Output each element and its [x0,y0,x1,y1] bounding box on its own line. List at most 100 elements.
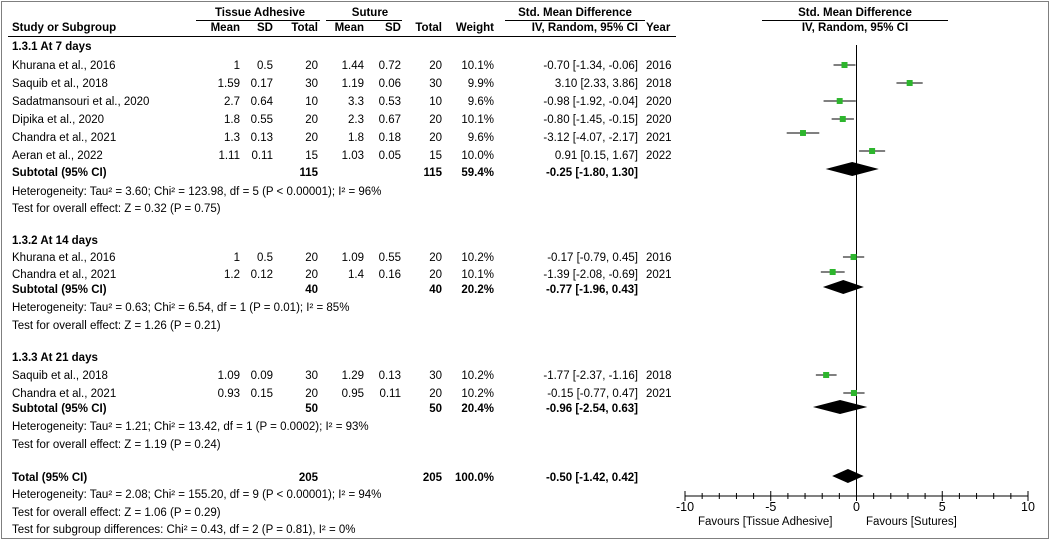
total2: 20 [429,388,442,400]
favours-left-label: Favours [Tissue Adhesive] [698,516,833,528]
sd2: 0.18 [378,132,401,144]
header-rule [8,36,676,37]
weight: 10.2% [461,370,494,382]
overall-effect-text: Test for overall effect: Z = 0.32 (P = 0… [12,203,221,215]
study-name: Khurana et al., 2016 [12,60,116,72]
overall-effect-text: Test for overall effect: Z = 1.26 (P = 0… [12,320,221,332]
subtotal-total2: 115 [423,167,442,179]
subtotal-ci: -0.77 [-1.96, 0.43] [545,284,638,296]
year: 2020 [646,114,672,126]
group1-underline [196,20,320,21]
effect-point [829,268,836,276]
total2: 20 [429,60,442,72]
col-weight: Weight [455,22,494,34]
mean2: 1.29 [341,370,364,382]
subgroup-differences-text: Test for subgroup differences: Chi² = 0.… [12,524,356,536]
col-total1: Total [291,22,318,34]
mean1: 1.11 [218,150,240,162]
total-weight: 100.0% [454,472,494,484]
subtotal-label: Subtotal (95% CI) [12,403,107,415]
mean1: 0.93 [217,388,240,400]
weight: 10.1% [461,60,494,72]
mean2: 1.19 [341,78,364,90]
ci-text: -3.12 [-4.07, -2.17] [543,132,638,144]
year: 2016 [646,60,672,72]
subtotal-label: Subtotal (95% CI) [12,284,107,296]
year: 2021 [646,132,672,144]
total2: 20 [429,114,442,126]
subtotal-total1: 50 [305,403,318,415]
total2: 20 [429,252,442,264]
mean2: 1.8 [348,132,364,144]
plot-subheader: IV, Random, 95% CI [801,22,909,34]
total1: 30 [305,78,318,90]
year: 2018 [646,78,672,90]
effect-point [850,253,857,261]
weight: 10.2% [461,388,494,400]
effect-point [839,115,846,123]
col-study: Study or Subgroup [12,22,117,34]
subtotal-ci: -0.25 [-1.80, 1.30] [545,167,638,179]
weight: 9.6% [467,96,494,108]
study-name: Chandra et al., 2021 [12,132,117,144]
group-title: 1.3.1 At 7 days [12,41,92,53]
total1: 30 [305,370,318,382]
mean1: 1.8 [224,114,240,126]
effect-point [823,371,830,379]
sd2: 0.06 [378,78,401,90]
total2: 20 [429,269,442,281]
tick-label: -10 [675,500,695,514]
mean2: 1.4 [348,269,364,281]
subtotal-weight: 59.4% [461,167,494,179]
total2: 10 [429,96,442,108]
total2: 15 [429,150,442,162]
group-title: 1.3.3 At 21 days [12,352,98,364]
study-name: Khurana et al., 2016 [12,252,116,264]
sd1: 0.12 [250,269,273,281]
effect-point [869,148,876,154]
total-heterogeneity-text: Heterogeneity: Tau² = 2.08; Chi² = 155.2… [12,489,382,501]
mean2: 1.03 [341,150,364,162]
study-name: Aeran et al., 2022 [12,150,103,162]
mean2: 1.09 [341,252,364,264]
total-overall-effect-text: Test for overall effect: Z = 1.06 (P = 0… [12,507,221,519]
total-ci: -0.50 [-1.42, 0.42] [545,472,638,484]
total2: 30 [429,78,442,90]
tick-label: -5 [765,500,777,514]
mean1: 1.09 [217,370,240,382]
col-ci: IV, Random, 95% CI [531,22,638,34]
heterogeneity-text: Heterogeneity: Tau² = 0.63; Chi² = 6.54,… [12,302,350,314]
sd2: 0.11 [379,388,401,400]
effect-point [841,61,848,69]
sd1: 0.5 [257,252,273,264]
effect-point [906,80,913,86]
sd1: 0.13 [250,132,273,144]
sd1: 0.15 [250,388,273,400]
study-name: Chandra et al., 2021 [12,388,117,400]
total-label: Total (95% CI) [12,472,88,484]
ci-text: -0.17 [-0.79, 0.45] [547,252,638,264]
sd1: 0.5 [257,60,273,72]
weight: 10.1% [461,114,494,126]
mean1: 1.2 [224,269,240,281]
mean2: 1.44 [341,60,364,72]
total1: 20 [305,388,318,400]
overall-effect-text: Test for overall effect: Z = 1.19 (P = 0… [12,439,221,451]
year: 2018 [646,370,672,382]
weight: 9.9% [467,78,494,90]
year: 2016 [646,252,672,264]
mean2: 2.3 [348,114,364,126]
sd1: 0.17 [250,78,273,90]
plot-underline [762,20,948,21]
study-name: Saquib et al., 2018 [12,370,108,382]
study-name: Sadatmansouri et al., 2020 [12,96,150,108]
ci-text: -1.39 [-2.08, -0.69] [543,269,638,281]
subtotal-total2: 50 [429,403,442,415]
smd-header: Std. Mean Difference [518,7,632,19]
sd1: 0.55 [250,114,273,126]
total-total1: 205 [298,472,318,484]
effect-point [850,389,857,397]
mean2: 3.3 [348,96,364,108]
